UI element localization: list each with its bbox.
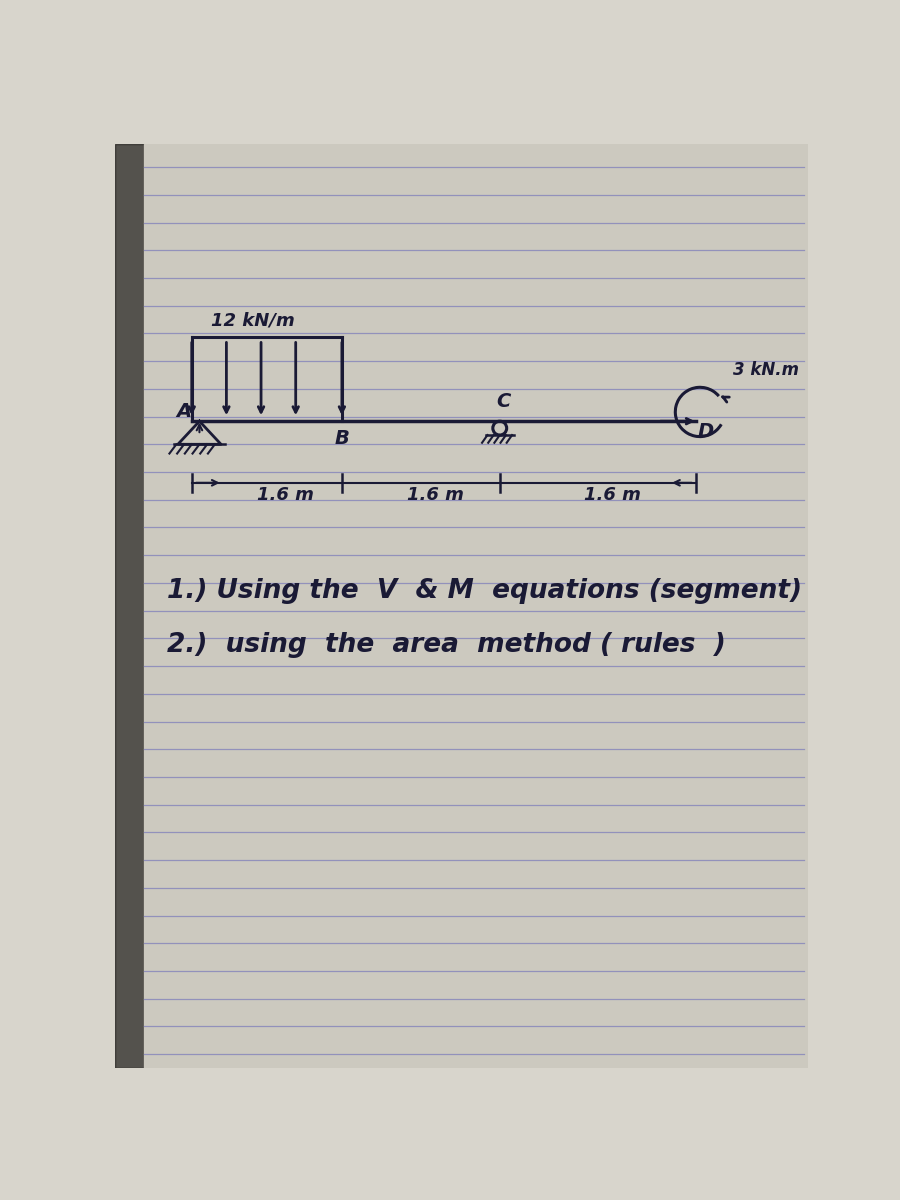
Text: B: B — [335, 430, 349, 449]
Text: 1.) Using the  V  & M  equations (segment): 1.) Using the V & M equations (segment) — [167, 578, 802, 605]
Bar — [115, 144, 144, 1068]
Text: 1.6 m: 1.6 m — [256, 486, 314, 504]
Text: 2.)  using  the  area  method ( rules  ): 2.) using the area method ( rules ) — [167, 632, 726, 658]
Text: A: A — [176, 402, 192, 421]
Text: D: D — [698, 421, 714, 440]
Text: 1.6 m: 1.6 m — [584, 486, 641, 504]
Text: 1.6 m: 1.6 m — [407, 486, 464, 504]
Text: 3 kN.m: 3 kN.m — [734, 361, 799, 379]
Text: C: C — [496, 392, 510, 412]
Text: 12 kN/m: 12 kN/m — [211, 312, 295, 330]
